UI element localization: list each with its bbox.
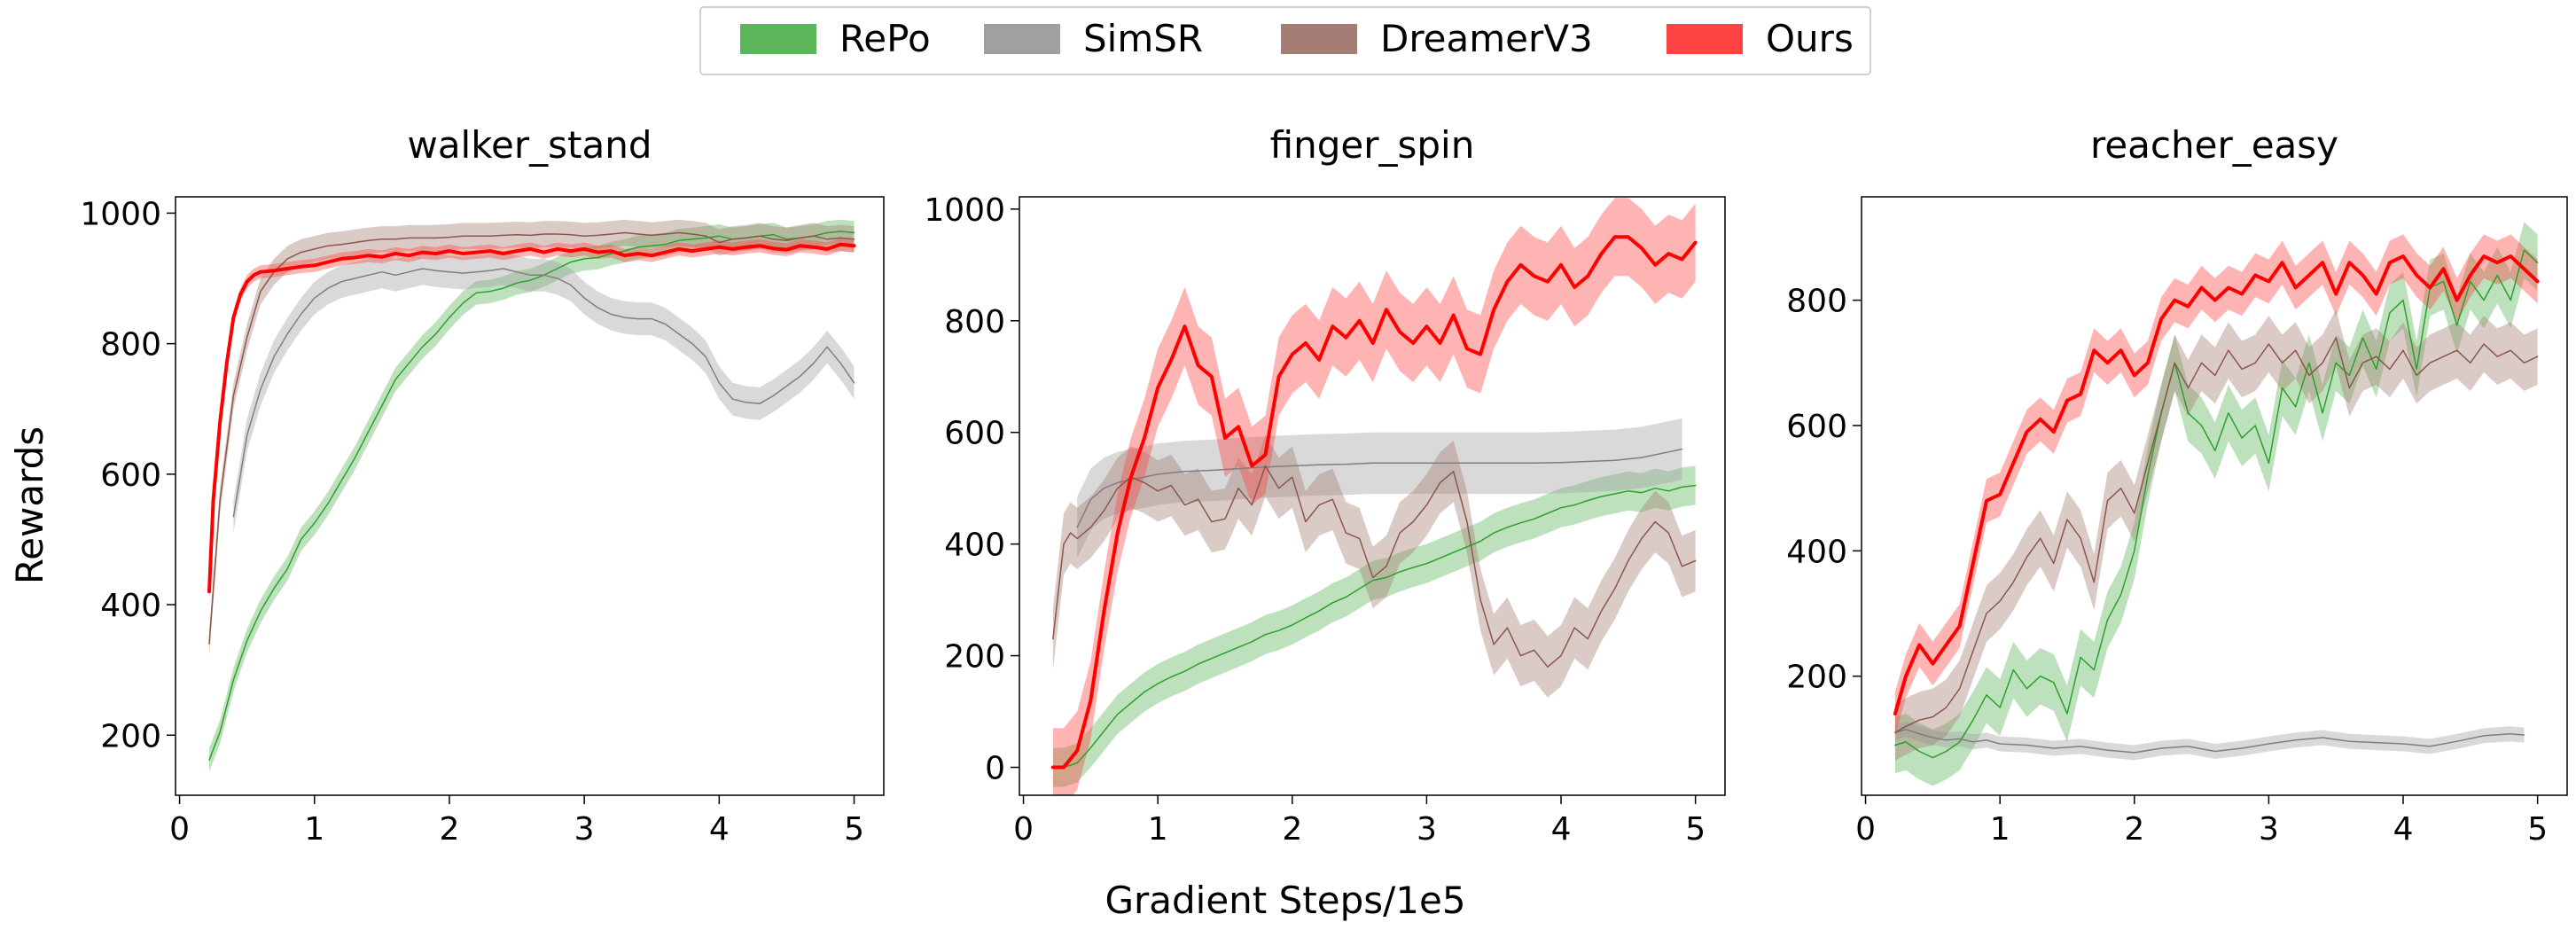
series-line-dreamerv3 [1052, 465, 1697, 668]
legend-label-dreamerv3: DreamerV3 [1380, 17, 1593, 60]
y-tick-label: 600 [944, 416, 1005, 452]
y-tick-label: 200 [1786, 660, 1847, 696]
series-band-simsr [1894, 722, 2525, 761]
y-tick-label: 1000 [924, 192, 1005, 229]
y-tick-label: 600 [100, 457, 161, 494]
legend-swatch-simsr [984, 24, 1060, 54]
series-line-ours [207, 242, 856, 594]
series-band-dreamerv3 [1052, 434, 1696, 698]
y-tick-label: 200 [944, 639, 1005, 676]
y-tick-label: 200 [100, 718, 161, 754]
y-tick-label: 800 [1786, 284, 1847, 320]
series-band-repo [209, 219, 855, 772]
legend-label-repo: RePo [839, 17, 931, 60]
y-tick-label: 1000 [80, 196, 161, 232]
legend-label-simsr: SimSR [1083, 17, 1203, 60]
axes-frame [1861, 196, 2568, 796]
chart-title: reacher_easy [2090, 123, 2338, 167]
axes-frame [175, 196, 885, 796]
x-tick-label: 5 [844, 811, 864, 848]
x-tick-label: 2 [2124, 811, 2144, 848]
series-band-dreamerv3 [209, 219, 855, 657]
axes-frame [1019, 196, 1726, 796]
y-tick-label: 0 [985, 751, 1005, 787]
series-line-ours [1050, 235, 1698, 770]
y-tick-label: 400 [100, 588, 161, 624]
x-tick-label: 1 [304, 811, 324, 848]
y-axis-label: Rewards [8, 426, 51, 584]
legend-swatch-ours [1667, 24, 1743, 54]
x-tick-label: 3 [1417, 811, 1437, 848]
x-tick-label: 3 [2259, 811, 2279, 848]
x-axis-label: Gradient Steps/1e5 [1105, 879, 1465, 922]
x-tick-label: 5 [2527, 811, 2548, 848]
chart-finger-spin: finger_spin 0 1 2 3 4 5 0 200 400 600 800 1000 [924, 123, 1726, 848]
chart-reacher-easy: reacher_easy 0 1 2 3 4 5 200 400 600 800 [1786, 123, 2568, 848]
series-line-repo [1052, 484, 1697, 769]
series-band-repo [1894, 222, 2538, 786]
series-band-ours [209, 238, 855, 598]
chart-walker-stand: walker_stand 0 1 2 3 4 5 200 400 600 800 1000 [80, 123, 885, 848]
x-tick-label: 4 [1551, 811, 1572, 848]
series-line-simsr [232, 268, 855, 518]
series-line-simsr [1894, 729, 2525, 754]
x-tick-label: 0 [1855, 811, 1876, 848]
x-tick-label: 0 [169, 811, 190, 848]
chart-title: finger_spin [1270, 123, 1475, 167]
chart-title: walker_stand [407, 123, 652, 167]
series-line-dreamerv3 [208, 231, 855, 645]
y-tick-label: 400 [1786, 534, 1847, 570]
legend-swatch-dreamerv3 [1281, 24, 1357, 54]
series-band-simsr [233, 252, 855, 534]
y-tick-label: 400 [944, 528, 1005, 564]
legend-label-ours: Ours [1766, 17, 1854, 60]
y-tick-label: 800 [944, 304, 1005, 340]
y-tick-label: 600 [1786, 409, 1847, 445]
plot-area [1893, 222, 2540, 786]
series-line-dreamerv3 [1894, 337, 2539, 734]
legend: RePo SimSR DreamerV3 Ours [699, 6, 1871, 75]
x-tick-label: 5 [1685, 811, 1706, 848]
x-tick-label: 2 [1282, 811, 1302, 848]
legend-swatch-repo [740, 24, 816, 54]
series-band-dreamerv3 [1894, 309, 2538, 762]
plot-area [207, 219, 856, 772]
x-tick-label: 4 [2393, 811, 2414, 848]
x-tick-label: 3 [574, 811, 595, 848]
x-tick-label: 1 [1990, 811, 2010, 848]
series-band-repo [1052, 465, 1696, 787]
series-band-simsr [1077, 418, 1682, 559]
x-tick-label: 0 [1013, 811, 1034, 848]
x-tick-label: 4 [709, 811, 730, 848]
x-tick-label: 1 [1148, 811, 1168, 848]
y-tick-label: 800 [100, 327, 161, 363]
x-tick-label: 2 [439, 811, 459, 848]
series-line-ours [1893, 254, 2540, 716]
series-band-ours [1052, 198, 1696, 795]
plot-area [1050, 198, 1698, 795]
